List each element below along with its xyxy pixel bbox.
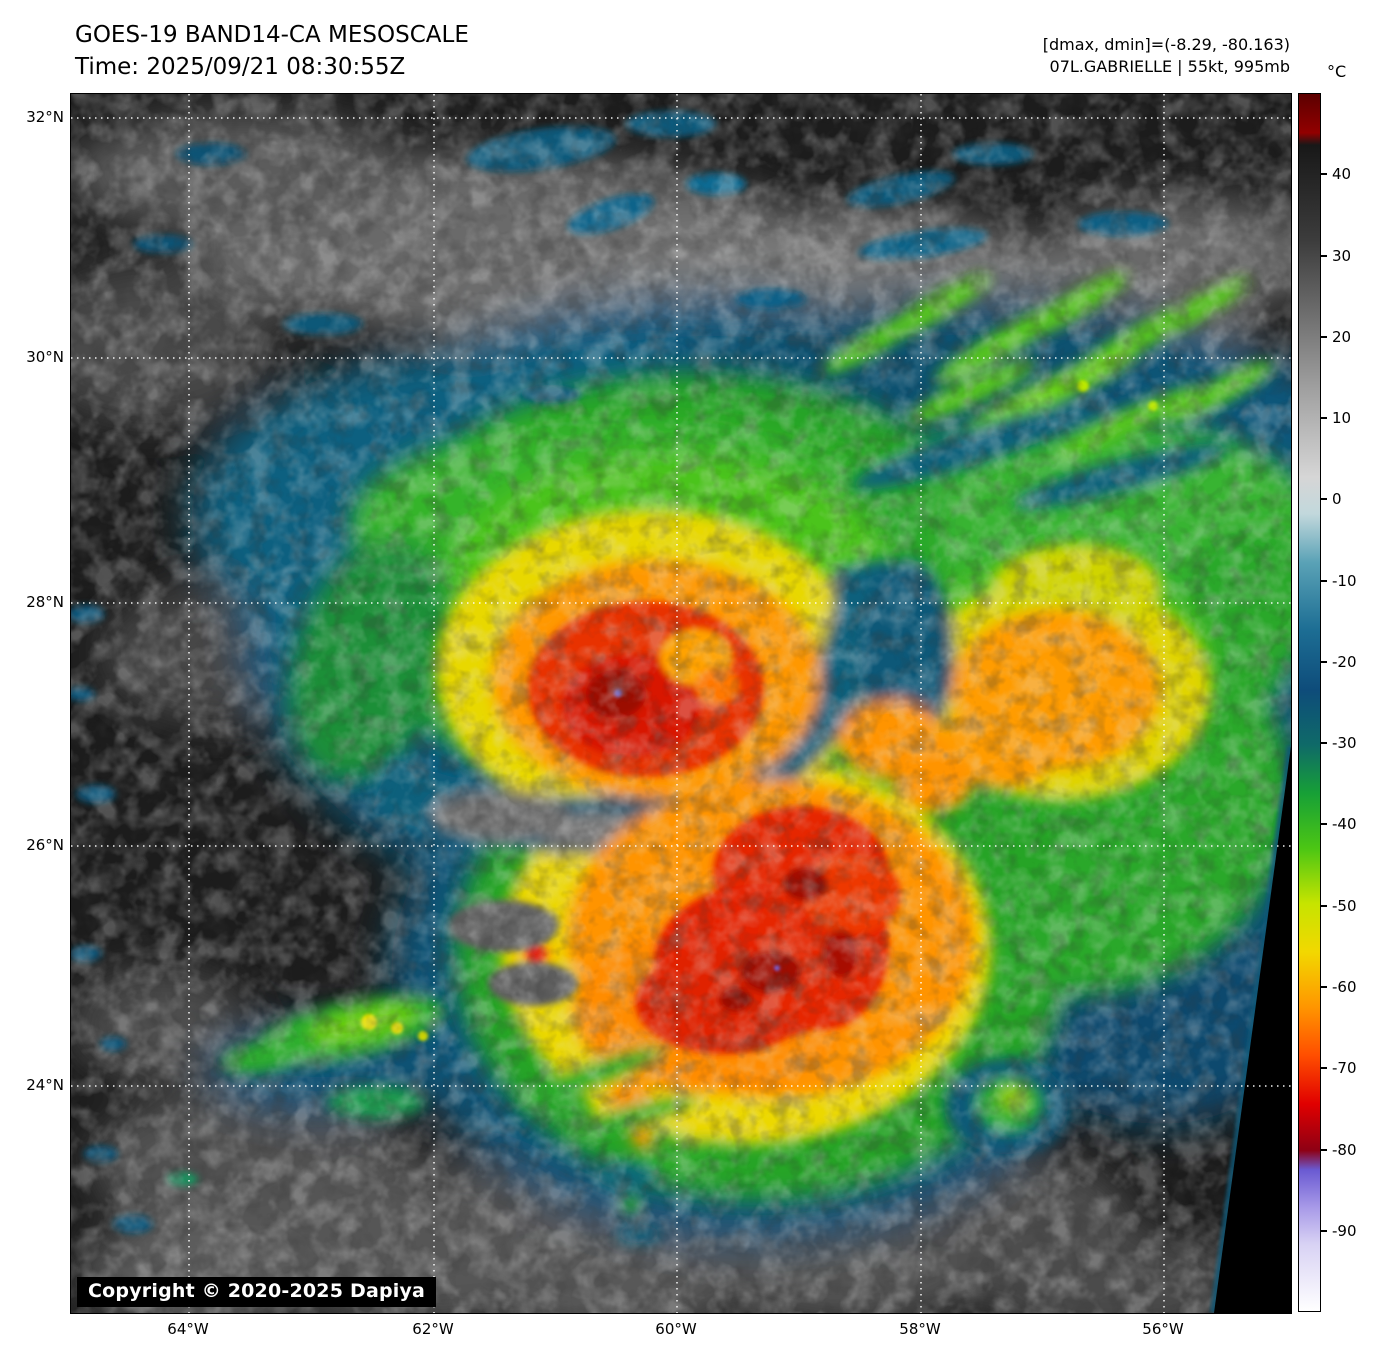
colorbar-tick-label: -60 — [1332, 978, 1357, 996]
colorbar-tick-label: 10 — [1332, 409, 1352, 427]
colorbar-tick — [1321, 336, 1327, 338]
dmax-dmin-readout: [dmax, dmin]=(-8.29, -80.163) — [1042, 35, 1290, 54]
lat-label-30n: 30°N — [26, 348, 64, 366]
colorbar-tick-label: -90 — [1332, 1222, 1357, 1240]
colorbar-tick-label: 0 — [1332, 490, 1342, 508]
colorbar-tick — [1321, 661, 1327, 663]
colorbar-tick — [1321, 255, 1327, 257]
colorbar-tick-label: -20 — [1332, 653, 1357, 671]
colorbar-tick — [1321, 1230, 1327, 1232]
lon-label-58w: 58°W — [899, 1320, 941, 1338]
header-readouts: [dmax, dmin]=(-8.29, -80.163) 07L.GABRIE… — [1043, 34, 1290, 78]
figure-time: Time: 2025/09/21 08:30:55Z — [75, 54, 406, 80]
colorbar-tick — [1321, 986, 1327, 988]
colorbar-tick — [1321, 580, 1327, 582]
colorbar-tick-label: 30 — [1332, 247, 1352, 265]
lat-label-28n: 28°N — [26, 593, 64, 611]
colorbar-tick-label: -30 — [1332, 734, 1357, 752]
colorbar-tick-label: -10 — [1332, 572, 1357, 590]
lat-label-32n: 32°N — [26, 108, 64, 126]
lon-label-64w: 64°W — [167, 1320, 209, 1338]
colorbar-tick — [1321, 742, 1327, 744]
colorbar-tick-label: 20 — [1332, 328, 1352, 346]
colorbar-tick — [1321, 905, 1327, 907]
no-data-wedge — [1214, 746, 1291, 1313]
temperature-colorbar — [1298, 93, 1321, 1312]
lat-label-24n: 24°N — [26, 1076, 64, 1094]
colorbar-tick — [1321, 1149, 1327, 1151]
lon-label-60w: 60°W — [655, 1320, 697, 1338]
colorbar-tick-label: -40 — [1332, 815, 1357, 833]
lon-label-56w: 56°W — [1142, 1320, 1184, 1338]
lat-label-26n: 26°N — [26, 836, 64, 854]
colorbar-tick — [1321, 498, 1327, 500]
grain-dark-overlay — [71, 94, 1291, 1313]
colorbar-tick — [1321, 1067, 1327, 1069]
storm-info-readout: 07L.GABRIELLE | 55kt, 995mb — [1049, 57, 1290, 76]
colorbar-tick-label: -70 — [1332, 1059, 1357, 1077]
colorbar-tick-label: -80 — [1332, 1141, 1357, 1159]
colorbar-tick-label: 40 — [1332, 165, 1352, 183]
copyright-label: Copyright © 2020-2025 Dapiya — [77, 1277, 437, 1307]
colorbar-tick-label: -50 — [1332, 897, 1357, 915]
colorbar-tick — [1321, 173, 1327, 175]
colorbar-unit-label: °C — [1327, 62, 1347, 81]
satellite-map: Copyright © 2020-2025 Dapiya — [70, 93, 1292, 1314]
colorbar-tick — [1321, 417, 1327, 419]
satellite-imagery — [71, 94, 1291, 1313]
colorbar-tick — [1321, 823, 1327, 825]
figure-title: GOES-19 BAND14-CA MESOSCALE — [75, 22, 469, 48]
lon-label-62w: 62°W — [412, 1320, 454, 1338]
